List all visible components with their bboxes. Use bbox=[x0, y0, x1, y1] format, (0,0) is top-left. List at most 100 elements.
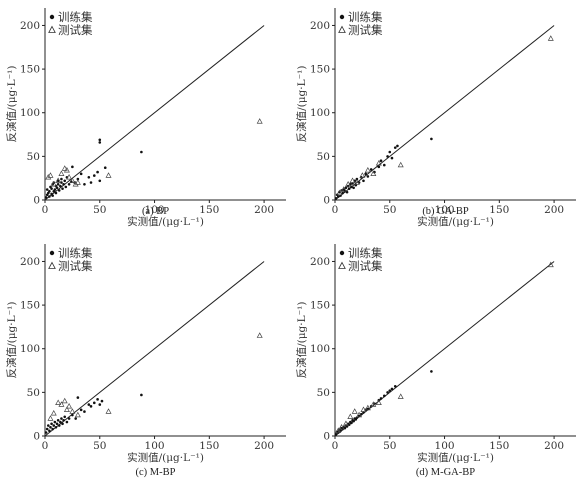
train-point bbox=[50, 187, 53, 190]
panel-caption: (a) BP bbox=[142, 206, 169, 217]
test-point bbox=[45, 173, 52, 180]
y-tick-label: 200 bbox=[310, 256, 330, 268]
train-point bbox=[334, 432, 338, 436]
train-point bbox=[96, 170, 99, 174]
train-point bbox=[63, 415, 67, 419]
y-axis-label: 反演值/(μg·L⁻¹) bbox=[295, 66, 308, 143]
train-point bbox=[350, 421, 353, 425]
test-point bbox=[74, 179, 81, 185]
train-point bbox=[62, 182, 65, 186]
x-tick-label: 100 bbox=[145, 204, 165, 216]
test-point bbox=[66, 173, 73, 180]
train-point bbox=[51, 427, 54, 431]
train-point bbox=[388, 150, 392, 154]
train-point bbox=[87, 403, 91, 406]
train-point bbox=[54, 191, 58, 195]
train-point bbox=[382, 163, 386, 167]
test-point bbox=[364, 404, 371, 411]
y-tick-label: 50 bbox=[27, 387, 40, 399]
train-point bbox=[344, 186, 348, 190]
x-tick-label: 100 bbox=[435, 204, 455, 216]
train-point bbox=[45, 188, 49, 191]
legend-entry-train: 训练集 bbox=[348, 10, 383, 24]
test-point bbox=[105, 408, 112, 414]
train-point bbox=[96, 398, 99, 401]
x-tick-label: 50 bbox=[93, 440, 106, 452]
test-point bbox=[359, 172, 366, 178]
y-tick-label: 200 bbox=[310, 20, 330, 32]
test-point bbox=[63, 166, 70, 173]
test-point bbox=[50, 409, 57, 416]
train-point bbox=[92, 174, 96, 177]
train-point bbox=[48, 429, 51, 433]
train-point bbox=[79, 408, 83, 412]
test-point bbox=[69, 177, 76, 183]
train-point bbox=[63, 179, 67, 183]
legend-entry-train: 训练集 bbox=[348, 246, 383, 260]
train-point bbox=[83, 410, 86, 413]
y-tick-label: 0 bbox=[323, 195, 330, 207]
y-tick-label: 100 bbox=[310, 343, 330, 355]
train-point bbox=[60, 417, 63, 420]
legend-entry-test: 测试集 bbox=[58, 259, 93, 273]
train-point bbox=[57, 424, 61, 427]
train-point bbox=[140, 393, 143, 397]
train-point bbox=[377, 165, 381, 169]
y-tick-label: 150 bbox=[310, 300, 330, 312]
test-point bbox=[342, 420, 349, 426]
chart-panel-2: 0 50 100 150 200 0 50 100 150 200 实测值/(μg·L⁻¹) 反演值/… bbox=[5, 244, 286, 478]
train-point bbox=[67, 182, 71, 186]
x-axis-label: 实测值/(μg·L⁻¹) bbox=[127, 451, 204, 464]
x-tick-label: 150 bbox=[489, 204, 509, 216]
train-point bbox=[74, 417, 77, 420]
test-point bbox=[353, 179, 360, 185]
y-tick-label: 100 bbox=[20, 107, 40, 119]
test-point bbox=[72, 180, 79, 187]
x-tick-label: 150 bbox=[199, 440, 219, 452]
train-point bbox=[61, 422, 64, 426]
train-point bbox=[92, 401, 96, 405]
train-point bbox=[98, 138, 102, 142]
test-point bbox=[397, 393, 404, 399]
train-point bbox=[53, 420, 57, 424]
train-point bbox=[393, 384, 397, 388]
x-tick-label: 150 bbox=[199, 204, 219, 216]
x-axis-label: 实测值/(μg·L⁻¹) bbox=[417, 451, 494, 464]
train-point bbox=[369, 168, 373, 171]
train-point bbox=[48, 189, 51, 193]
legend-entry-test: 测试集 bbox=[348, 23, 383, 37]
x-axis-label: 实测值/(μg·L⁻¹) bbox=[417, 215, 494, 228]
y-tick-label: 150 bbox=[20, 300, 40, 312]
test-point bbox=[69, 408, 76, 414]
test-point bbox=[338, 423, 345, 430]
reference-line bbox=[44, 261, 265, 437]
test-point bbox=[256, 118, 263, 124]
test-point bbox=[347, 413, 354, 419]
test-point bbox=[63, 406, 70, 412]
test-point bbox=[105, 172, 112, 178]
x-tick-label: 50 bbox=[383, 440, 396, 452]
test-point bbox=[340, 186, 347, 192]
test-point bbox=[397, 161, 404, 168]
train-point bbox=[89, 181, 93, 184]
train-point bbox=[364, 172, 367, 176]
train-point bbox=[55, 186, 59, 190]
train-point bbox=[44, 431, 48, 434]
test-point bbox=[547, 261, 554, 268]
train-point bbox=[65, 420, 69, 424]
y-tick-label: 150 bbox=[20, 64, 40, 76]
x-tick-label: 200 bbox=[254, 204, 274, 216]
train-point bbox=[390, 387, 394, 391]
test-point bbox=[55, 399, 62, 405]
legend-entry-test: 测试集 bbox=[58, 23, 93, 37]
train-point bbox=[390, 156, 394, 160]
legend-triangle-marker bbox=[48, 261, 56, 269]
x-tick-label: 100 bbox=[145, 440, 165, 452]
train-point bbox=[51, 194, 54, 197]
train-point bbox=[366, 175, 370, 178]
y-tick-label: 100 bbox=[310, 107, 330, 119]
train-point bbox=[56, 182, 60, 186]
x-tick-label: 50 bbox=[93, 204, 106, 216]
train-point bbox=[62, 418, 65, 422]
